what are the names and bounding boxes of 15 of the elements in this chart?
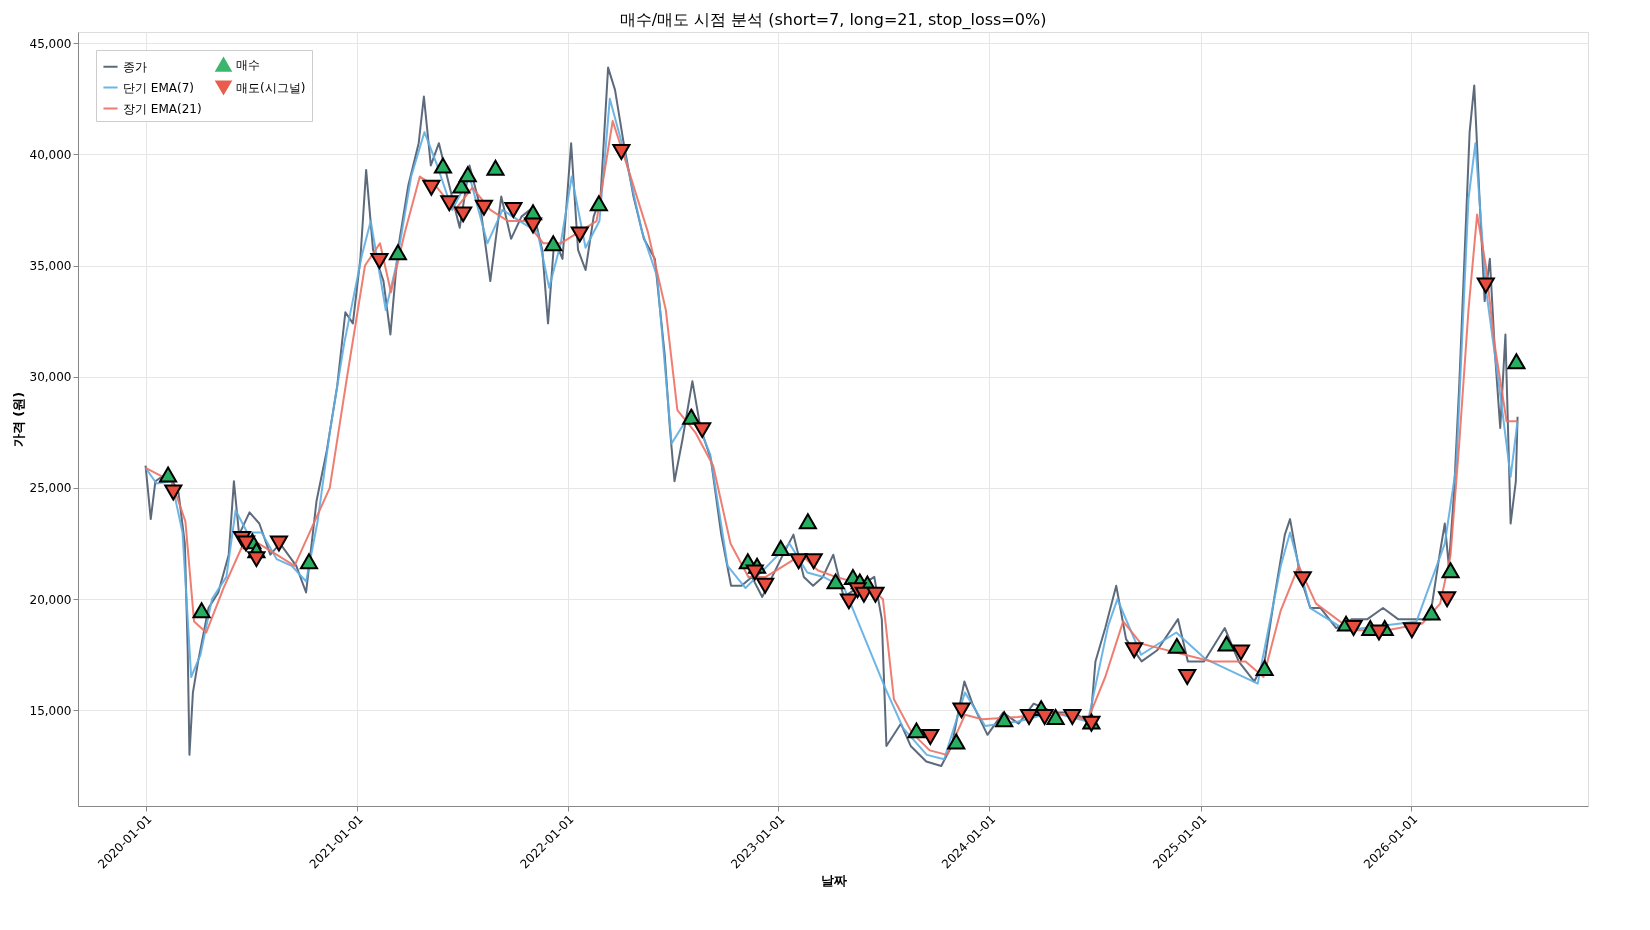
y-tick-label: 15,000 <box>29 703 72 718</box>
chart-title: 매수/매도 시점 분석 (short=7, long=21, stop_loss=0%) <box>619 10 1047 30</box>
y-tick-label: 30,000 <box>29 370 72 385</box>
y-tick-label: 35,000 <box>29 259 72 274</box>
legend-label: 매도(시그널) <box>236 80 306 95</box>
y-tick-label: 45,000 <box>29 36 72 51</box>
legend-label: 장기 EMA(21) <box>123 101 202 116</box>
legend-label: 종가 <box>123 59 147 74</box>
y-tick-label: 25,000 <box>29 481 72 496</box>
y-tick-label: 40,000 <box>29 147 72 162</box>
y-axis-title: 가격 (원) <box>10 391 26 448</box>
x-axis-title: 날짜 <box>820 872 847 888</box>
legend-label: 단기 EMA(7) <box>123 80 194 95</box>
legend-label: 매수 <box>236 57 260 72</box>
y-tick-label: 20,000 <box>29 592 72 607</box>
